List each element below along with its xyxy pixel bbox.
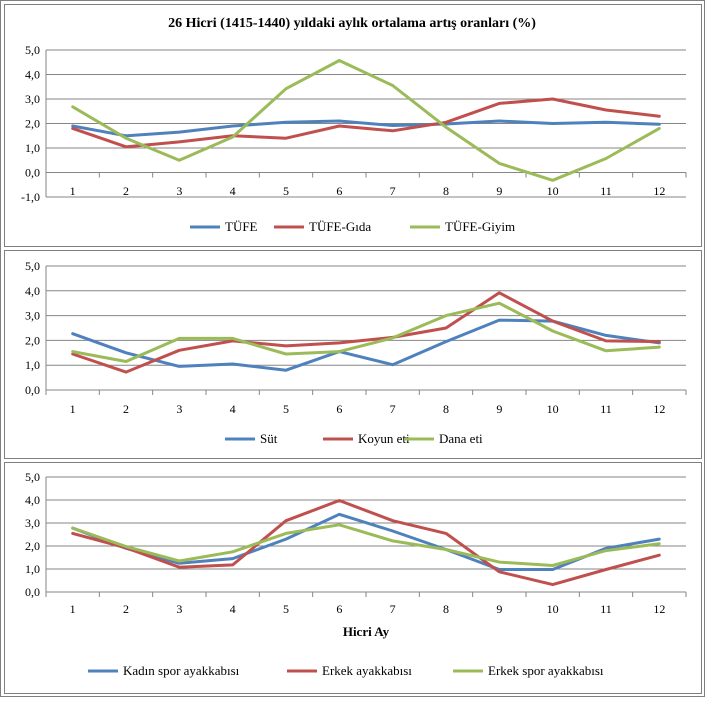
chart1-xtick-label: 8 [443,184,449,198]
chart3-xtick-label: 7 [390,602,396,616]
chart3-xtick-label: 12 [653,602,665,616]
chart1-ytick-label: 1,0 [25,141,40,155]
chart1-xtick-label: 12 [653,184,665,198]
chart2-ytick-label: 0,0 [25,383,40,397]
chart3-legend-label-1: Kadın spor ayakkabısı [123,663,240,678]
chart1-xtick-label: 9 [496,184,502,198]
chart3-xtick-label: 6 [336,602,342,616]
chart2-ytick-label: 2,0 [25,333,40,347]
chart1-ytick-label: -1,0 [21,190,40,204]
chart1-ytick-label: 4,0 [25,68,40,82]
chart3-ytick-label: 0,0 [25,585,40,599]
chart1-xtick-label: 10 [547,184,559,198]
chart1-panel [4,4,702,247]
chart2-xtick-label: 3 [176,402,182,416]
chart1-ytick-label: 0,0 [25,166,40,180]
chart2-legend-label-3: Dana eti [439,431,483,446]
chart2-ytick-label: 3,0 [25,309,40,323]
chart3-xtick-label: 9 [496,602,502,616]
chart1-ytick-label: 5,0 [25,43,40,57]
chart3-series-2-line [71,499,661,587]
chart3-xtick-label: 2 [123,602,129,616]
chart3-panel [4,462,702,694]
chart3-ytick-label: 5,0 [25,470,40,484]
chart2-xtick-label: 5 [283,402,289,416]
chart1-legend-label-1: TÜFE [225,219,258,234]
chart3-series-1-line [71,512,661,571]
chart1-legend-label-2: TÜFE-Gıda [309,219,371,234]
chart3-legend-label-2: Erkek ayakkabısı [322,663,412,678]
chart3-xtick-label: 3 [176,602,182,616]
chart3-xtick-label: 4 [230,602,236,616]
chart2-series-3-line [71,301,661,363]
chart2-xtick-label: 10 [547,402,559,416]
chart1-xtick-label: 11 [600,184,612,198]
chart1-legend-label-3: TÜFE-Giyim [445,219,515,234]
chart3-xtick-label: 1 [70,602,76,616]
chart2-legend-label-1: Süt [260,431,278,446]
chart2-xtick-label: 9 [496,402,502,416]
chart2-xtick-label: 11 [600,402,612,416]
chart1-ytick-label: 2,0 [25,117,40,131]
chart3-xtick-label: 8 [443,602,449,616]
chart2-xtick-label: 2 [123,402,129,416]
chart2-ytick-label: 5,0 [25,259,40,273]
chart1-xtick-label: 5 [283,184,289,198]
chart1-series-2-line [71,97,661,149]
chart3-xtick-label: 11 [600,602,612,616]
chart1-xtick-label: 1 [70,184,76,198]
chart2-legend-label-2: Koyun eti [358,431,410,446]
chart2-series-2-line [71,291,661,374]
chart3-x-axis-label: Hicri Ay [343,624,390,639]
chart3-ytick-label: 3,0 [25,516,40,530]
chart2-xtick-label: 8 [443,402,449,416]
chart1-title: 26 Hicri (1415-1440) yıldaki aylık ortal… [168,16,536,31]
chart1-xtick-label: 4 [230,184,236,198]
chart2-ytick-label: 1,0 [25,358,40,372]
chart1-series-1-line [71,119,661,138]
chart1-xtick-label: 2 [123,184,129,198]
chart1-xtick-label: 3 [176,184,182,198]
chart2-xtick-label: 6 [336,402,342,416]
chart3-xtick-label: 5 [283,602,289,616]
chart1-series-3-line [71,59,661,182]
chart2-xtick-label: 12 [653,402,665,416]
chart2-ytick-label: 4,0 [25,284,40,298]
chart3-ytick-label: 4,0 [25,493,40,507]
chart1-ytick-label: 3,0 [25,92,40,106]
chart3-series-3-line [71,523,661,567]
chart3-ytick-label: 2,0 [25,539,40,553]
chart3-ytick-label: 1,0 [25,562,40,576]
chart3-legend-label-3: Erkek spor ayakkabısı [488,663,604,678]
chart2-xtick-label: 4 [230,402,236,416]
chart1-xtick-label: 6 [336,184,342,198]
chart2-xtick-label: 7 [390,402,396,416]
chart2-xtick-label: 1 [70,402,76,416]
chart3-xtick-label: 10 [547,602,559,616]
chart1-xtick-label: 7 [390,184,396,198]
